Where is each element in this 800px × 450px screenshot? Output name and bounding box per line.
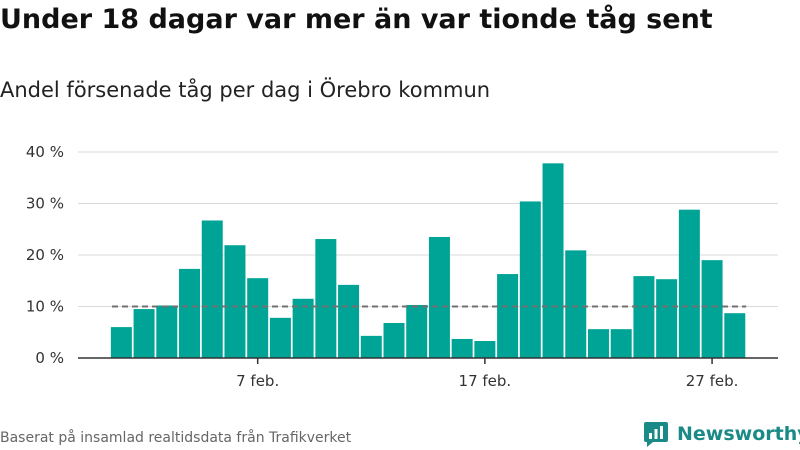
y-tick-label: 10 % [26,298,64,316]
bar [269,317,291,358]
bar [360,335,382,358]
bar [179,268,201,358]
y-tick-label: 30 % [26,195,64,213]
bars [110,163,746,358]
x-tick-label: 7 feb. [236,372,279,390]
bar [610,329,632,358]
bar [678,209,700,358]
page-title: Under 18 dagar var mer än var tionde tåg… [0,4,713,35]
bar [156,305,178,358]
bar [587,329,609,358]
bar [724,313,746,358]
bar [406,304,428,358]
page-subtitle: Andel försenade tåg per dag i Örebro kom… [0,78,491,102]
source-note: Baserat på insamlad realtidsdata från Tr… [0,430,352,446]
bar [383,322,405,358]
bar [247,278,269,358]
y-tick-label: 20 % [26,246,64,264]
bar [633,276,655,358]
y-tick-label: 40 % [26,143,64,161]
bar [565,250,587,358]
logo-text: Newsworthy [677,423,800,445]
bar [542,163,564,358]
bar-chart-logo-icon [644,422,668,447]
bar [451,338,473,358]
bar [338,284,360,358]
bar [315,239,337,358]
x-axis: 7 feb. 17 feb. 27 feb. [78,357,778,390]
bar-chart: 0 % 10 % 20 % 30 % 40 % 7 feb. 17 feb. 27 feb. [26,143,778,390]
y-axis-tick-labels: 0 % 10 % 20 % 30 % 40 % [26,143,64,367]
bar [201,220,223,358]
bar [428,236,450,358]
bar [701,260,723,358]
bar [224,245,246,358]
x-tick-label: 27 feb. [686,372,739,390]
bar [110,327,132,358]
bar [519,201,541,358]
bar [656,279,678,358]
bar [474,341,496,358]
y-tick-label: 0 % [35,349,64,367]
newsworthy-logo: Newsworthy [643,420,800,448]
x-tick-label: 17 feb. [459,372,512,390]
bar [292,298,314,358]
bar [133,309,155,358]
bar [497,274,519,358]
